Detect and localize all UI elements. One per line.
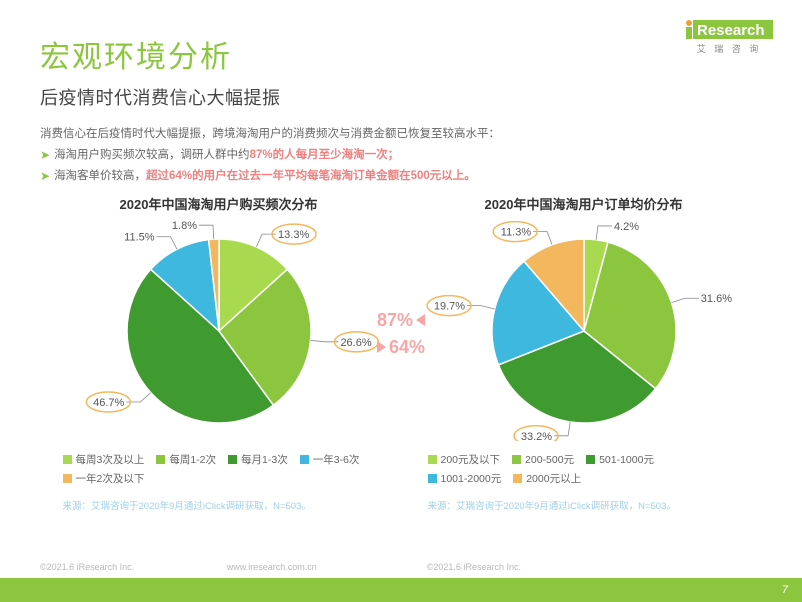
legend-label: 一年3-6次 <box>313 452 360 467</box>
center-callouts: 87% 64% <box>377 310 425 358</box>
bullet-text: 海淘用户购买频次较高，调研人群中约87%的人每月至少海淘一次； <box>54 145 399 166</box>
slice-label: 13.3% <box>278 229 309 241</box>
slice-label: 31.6% <box>700 293 731 305</box>
page-number: 7 <box>782 584 788 596</box>
footer: 7 <box>0 578 802 602</box>
slice-label: 46.7% <box>93 397 124 409</box>
source-left: 来源：艾瑞咨询于2020年9月通过iClick调研获取，N=503。 <box>59 498 379 512</box>
legend-label: 501-1000元 <box>599 452 654 467</box>
slice-label: 4.2% <box>613 221 638 233</box>
slice-label: 33.2% <box>520 431 551 441</box>
bullet-arrow-icon: ➤ <box>40 166 50 188</box>
legend-swatch <box>63 455 72 464</box>
legend-right: 200元及以下 200-500元 501-1000元 1001-2000元 2000元以… <box>424 452 744 486</box>
center-pct-right: 64% <box>389 337 425 358</box>
copyright: ©2021.6 iResearch Inc. www.iresearch.com… <box>40 562 521 572</box>
svg-text:Research: Research <box>697 22 765 39</box>
legend-item: 200元及以下 <box>428 452 501 467</box>
chart-left-col: 2020年中国海淘用户购买频次分布 13.3% 26.6% 46.7% 11.5% 1.… <box>59 194 379 512</box>
triangle-right-icon <box>377 341 386 353</box>
pie-chart-right: 4.2% 31.6% 33.2% 19.7% 11.3% <box>424 221 744 441</box>
legend-label: 每月1-3次 <box>241 452 288 467</box>
legend-swatch <box>156 455 165 464</box>
logo-subtitle: 艾 瑞 咨 询 <box>684 42 774 55</box>
bullet-text: 海淘客单价较高，超过64%的用户在过去一年平均每笔海淘订单金额在500元以上。 <box>54 166 476 187</box>
slice-label: 11.5% <box>124 232 155 244</box>
legend-item: 每月1-3次 <box>228 452 288 467</box>
legend-swatch <box>63 474 72 483</box>
desc-intro: 消费信心在后疫情时代大幅提振，跨境海淘用户的消费频次与消费金额已恢复至较高水平： <box>40 124 762 145</box>
center-pct-left: 87% <box>377 310 413 331</box>
legend-swatch <box>512 455 521 464</box>
chart-right-title: 2020年中国海淘用户订单均价分布 <box>424 194 744 213</box>
source-right: 来源：艾瑞咨询于2020年9月通过iClick调研获取，N=503。 <box>424 498 744 512</box>
chart-right-col: 2020年中国海淘用户订单均价分布 4.2% 31.6% 33.2% 19.7% 11.… <box>424 194 744 512</box>
slice-label: 19.7% <box>433 300 464 312</box>
pie-chart-left: 13.3% 26.6% 46.7% 11.5% 1.8% <box>59 221 379 441</box>
bullet-item: ➤ 海淘客单价较高，超过64%的用户在过去一年平均每笔海淘订单金额在500元以上… <box>40 166 762 188</box>
legend-item: 501-1000元 <box>586 452 654 467</box>
legend-item: 2000元以上 <box>513 471 581 486</box>
header: 宏观环境分析 后疫情时代消费信心大幅提振 <box>0 0 802 110</box>
legend-item: 每周1-2次 <box>156 452 216 467</box>
legend-swatch <box>428 455 437 464</box>
legend-swatch <box>428 474 437 483</box>
triangle-left-icon <box>416 314 425 326</box>
chart-left-title: 2020年中国海淘用户购买频次分布 <box>59 194 379 213</box>
legend-label: 每周3次及以上 <box>76 452 145 467</box>
bullet-arrow-icon: ➤ <box>40 145 50 167</box>
legend-label: 每周1-2次 <box>169 452 216 467</box>
legend-item: 1001-2000元 <box>428 471 502 486</box>
legend-swatch <box>513 474 522 483</box>
legend-swatch <box>228 455 237 464</box>
legend-swatch <box>586 455 595 464</box>
slice-label: 26.6% <box>340 337 371 349</box>
page-subtitle: 后疫情时代消费信心大幅提振 <box>40 84 762 110</box>
brand-logo: Research Research 艾 瑞 咨 询 <box>684 18 774 55</box>
legend-item: 一年3-6次 <box>300 452 360 467</box>
slice-label: 11.3% <box>500 226 531 238</box>
legend-label: 200元及以下 <box>441 452 501 467</box>
page-title: 宏观环境分析 <box>40 32 762 76</box>
legend-item: 每周3次及以上 <box>63 452 145 467</box>
legend-left: 每周3次及以上 每周1-2次 每月1-3次 一年3-6次一年2次及以下 <box>59 452 379 486</box>
legend-item: 200-500元 <box>512 452 574 467</box>
legend-label: 2000元以上 <box>526 471 581 486</box>
legend-label: 1001-2000元 <box>441 471 502 486</box>
legend-label: 200-500元 <box>525 452 574 467</box>
legend-label: 一年2次及以下 <box>76 471 145 486</box>
charts-row: 2020年中国海淘用户购买频次分布 13.3% 26.6% 46.7% 11.5% 1.… <box>0 194 802 512</box>
legend-item: 一年2次及以下 <box>63 471 145 486</box>
slice-label: 1.8% <box>171 221 196 232</box>
legend-swatch <box>300 455 309 464</box>
bullet-item: ➤ 海淘用户购买频次较高，调研人群中约87%的人每月至少海淘一次； <box>40 145 762 167</box>
description: 消费信心在后疫情时代大幅提振，跨境海淘用户的消费频次与消费金额已恢复至较高水平：… <box>0 110 802 188</box>
